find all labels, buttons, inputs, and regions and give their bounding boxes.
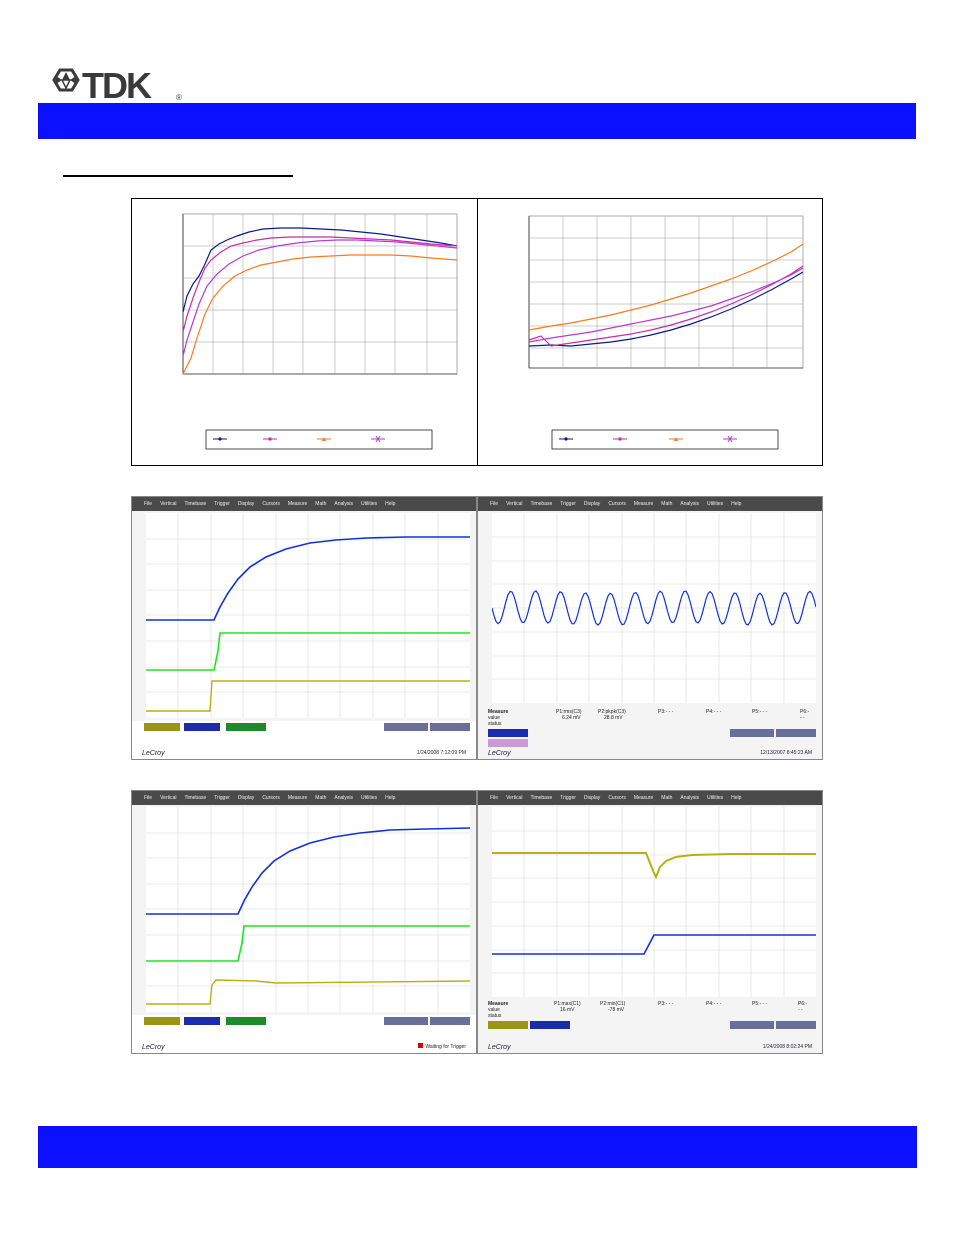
menu-help[interactable]: Help xyxy=(731,501,742,507)
timebase-box[interactable] xyxy=(730,1021,774,1029)
channel-c4-box[interactable] xyxy=(226,723,266,731)
channel-c1-box[interactable] xyxy=(144,1017,180,1025)
trigger-box[interactable] xyxy=(430,723,470,731)
menu-vertical[interactable]: Vertical xyxy=(160,501,177,507)
section-underline xyxy=(63,175,293,177)
menu-timebase[interactable]: Timebase xyxy=(530,795,553,801)
scope-menubar: File Vertical Timebase Trigger Display Cursor… xyxy=(132,791,476,805)
channel-c1-box[interactable] xyxy=(488,1021,528,1029)
lecroy-logo: LeCroy xyxy=(142,750,165,757)
graph-divider xyxy=(477,198,478,466)
menu-cursors[interactable]: Cursors xyxy=(262,501,280,507)
scope-grid xyxy=(492,807,816,997)
menu-timebase[interactable]: Timebase xyxy=(184,795,207,801)
menu-analysis[interactable]: Analysis xyxy=(334,795,354,801)
menu-cursors[interactable]: Cursors xyxy=(608,795,626,801)
scope-screenshot-3: File Vertical Timebase Trigger Display Cursor… xyxy=(131,790,477,1054)
menu-math[interactable]: Math xyxy=(661,501,673,507)
trigger-box[interactable] xyxy=(430,1017,470,1025)
menu-timebase[interactable]: Timebase xyxy=(530,501,553,507)
scope-info-bar: LeCroy 1/24/2008 7:12:09 PM xyxy=(132,721,476,759)
graphs-svg xyxy=(182,213,804,450)
menu-file[interactable]: File xyxy=(144,501,153,507)
loss-chart xyxy=(528,215,804,450)
menu-help[interactable]: Help xyxy=(731,795,742,801)
lecroy-logo: LeCroy xyxy=(142,1044,165,1051)
menu-analysis[interactable]: Analysis xyxy=(334,501,354,507)
channel-c4-box[interactable] xyxy=(226,1017,266,1025)
footer-band xyxy=(38,1126,917,1168)
tdk-logo: TDK ® xyxy=(42,65,187,106)
menu-cursors[interactable]: Cursors xyxy=(262,795,280,801)
menu-help[interactable]: Help xyxy=(385,501,396,507)
menu-math[interactable]: Math xyxy=(315,795,327,801)
menu-utilities[interactable]: Utilities xyxy=(361,501,378,507)
menu-utilities[interactable]: Utilities xyxy=(707,795,724,801)
menu-file[interactable]: File xyxy=(490,795,499,801)
menu-display[interactable]: Display xyxy=(583,501,601,507)
menu-math[interactable]: Math xyxy=(315,501,327,507)
scope-screenshot-2: File Vertical Timebase Trigger Display Cursor… xyxy=(477,496,823,760)
channel-c2-box[interactable] xyxy=(184,723,220,731)
menu-file[interactable]: File xyxy=(144,795,153,801)
scope-menubar: File Vertical Timebase Trigger Display Cursor… xyxy=(478,791,822,805)
channel-c1-box[interactable] xyxy=(144,723,180,731)
trigger-box[interactable] xyxy=(776,729,816,737)
menu-display[interactable]: Display xyxy=(583,795,601,801)
menu-analysis[interactable]: Analysis xyxy=(680,501,700,507)
trigger-box[interactable] xyxy=(776,1021,816,1029)
menu-trigger[interactable]: Trigger xyxy=(214,501,230,507)
menu-display[interactable]: Display xyxy=(237,501,255,507)
lecroy-logo: LeCroy xyxy=(488,750,511,757)
menu-vertical[interactable]: Vertical xyxy=(506,795,523,801)
scope-menubar: File Vertical Timebase Trigger Display Cursor… xyxy=(132,497,476,511)
scope-screenshot-4: File Vertical Timebase Trigger Display Cursor… xyxy=(477,790,823,1054)
menu-trigger[interactable]: Trigger xyxy=(214,795,230,801)
menu-utilities[interactable]: Utilities xyxy=(707,501,724,507)
menu-file[interactable]: File xyxy=(490,501,499,507)
zoom-box[interactable] xyxy=(488,739,528,747)
status-indicator-icon xyxy=(418,1043,424,1048)
menu-utilities[interactable]: Utilities xyxy=(361,795,378,801)
scope-timestamp: 1/24/2008 8:02:24 PM xyxy=(762,1044,812,1050)
menu-measure[interactable]: Measure xyxy=(633,795,654,801)
menu-trigger[interactable]: Trigger xyxy=(560,795,576,801)
menu-analysis[interactable]: Analysis xyxy=(680,795,700,801)
menu-math[interactable]: Math xyxy=(661,795,673,801)
channel-c3-box[interactable] xyxy=(530,1021,570,1029)
menu-display[interactable]: Display xyxy=(237,795,255,801)
scope-info-bar: LeCroy Waiting for Trigger xyxy=(132,1015,476,1053)
timebase-box[interactable] xyxy=(384,723,428,731)
scope-grid xyxy=(146,513,470,718)
menu-measure[interactable]: Measure xyxy=(287,501,308,507)
menu-vertical[interactable]: Vertical xyxy=(506,501,523,507)
svg-text:TDK: TDK xyxy=(82,68,152,104)
menu-trigger[interactable]: Trigger xyxy=(560,501,576,507)
scope-timestamp: 1/24/2008 7:12:09 PM xyxy=(416,750,466,756)
menu-vertical[interactable]: Vertical xyxy=(160,795,177,801)
menu-timebase[interactable]: Timebase xyxy=(184,501,207,507)
scope-screenshot-1: File Vertical Timebase Trigger Display Cursor… xyxy=(131,496,477,760)
scope-grid xyxy=(492,513,816,703)
trigger-status: Waiting for Trigger xyxy=(418,1043,466,1050)
header-band xyxy=(38,103,916,139)
channel-c3-box[interactable] xyxy=(488,729,528,737)
lecroy-logo: LeCroy xyxy=(488,1044,511,1051)
scope-menubar: File Vertical Timebase Trigger Display Cursor… xyxy=(478,497,822,511)
svg-text:®: ® xyxy=(176,93,182,102)
menu-measure[interactable]: Measure xyxy=(633,501,654,507)
timebase-box[interactable] xyxy=(384,1017,428,1025)
menu-help[interactable]: Help xyxy=(385,795,396,801)
channel-c2-box[interactable] xyxy=(184,1017,220,1025)
menu-cursors[interactable]: Cursors xyxy=(608,501,626,507)
efficiency-chart xyxy=(182,213,458,450)
timebase-box[interactable] xyxy=(730,729,774,737)
scope-grid xyxy=(146,807,470,1012)
scope-timestamp: 12/13/2007 8:45:23 AM xyxy=(760,750,812,756)
menu-measure[interactable]: Measure xyxy=(287,795,308,801)
